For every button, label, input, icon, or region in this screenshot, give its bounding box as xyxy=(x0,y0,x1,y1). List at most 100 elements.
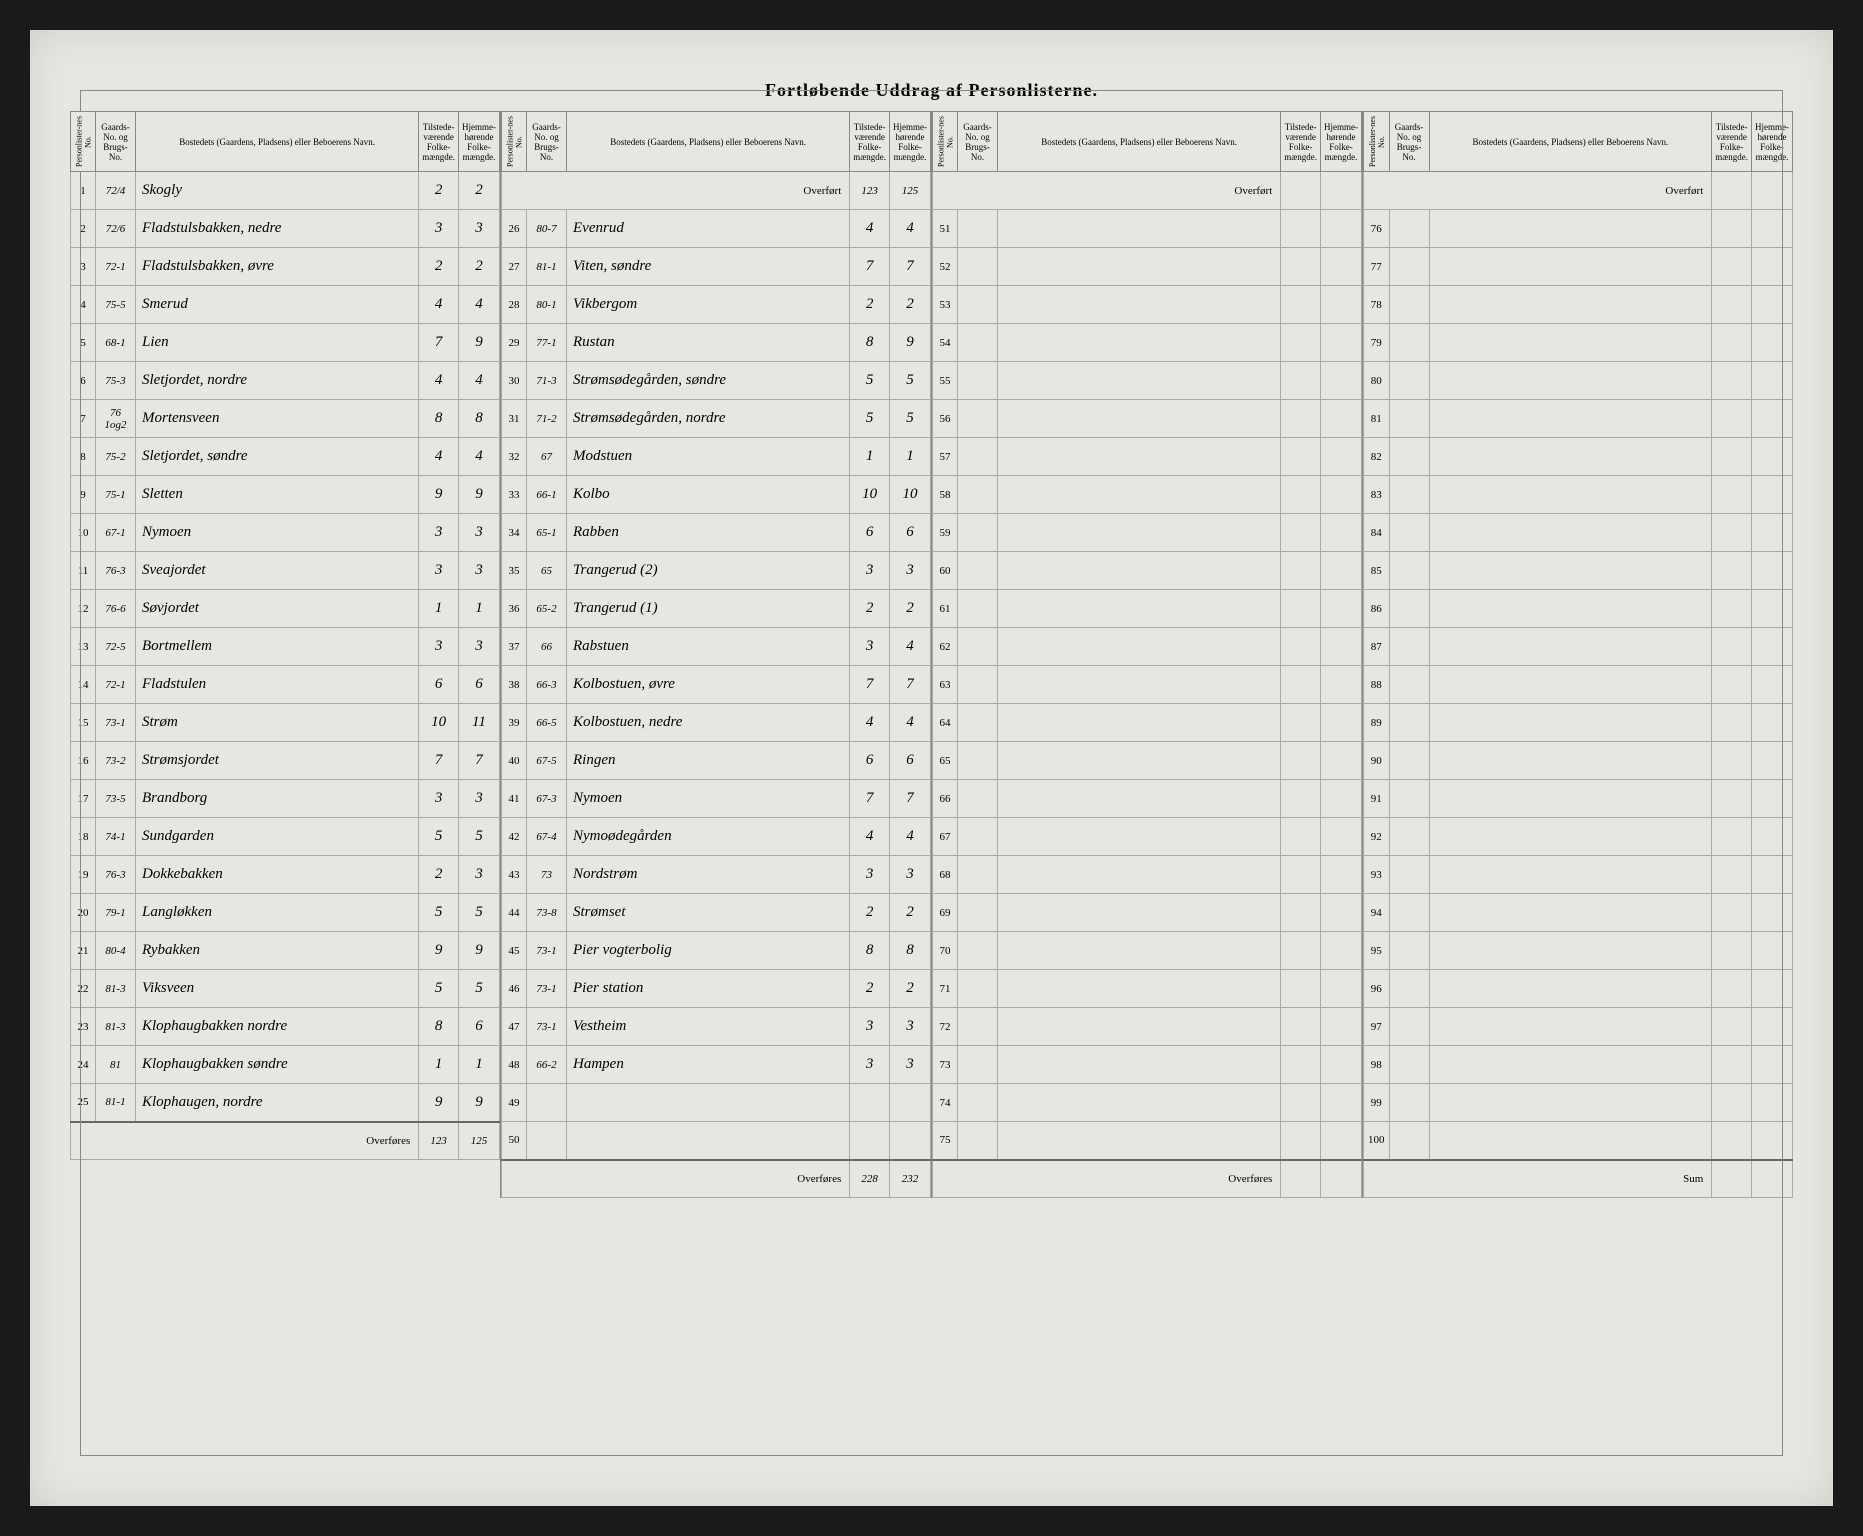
tilstede-count xyxy=(1712,628,1752,666)
tilstede-count xyxy=(1712,476,1752,514)
col-gaards: Gaards-No. og Brugs-No. xyxy=(1389,112,1429,172)
table-row: 4673-1Pier station22 xyxy=(502,970,931,1008)
hjemme-count: 3 xyxy=(459,628,500,666)
table-row: 80 xyxy=(1364,362,1793,400)
tilstede-count: 4 xyxy=(850,818,890,856)
hjemme-count: 5 xyxy=(459,818,500,856)
gaard-number xyxy=(958,932,998,970)
row-number: 97 xyxy=(1364,1008,1390,1046)
hjemme-count: 11 xyxy=(459,704,500,742)
hjemme-count: 3 xyxy=(459,552,500,590)
tilstede-count: 9 xyxy=(419,932,459,970)
tilstede-count xyxy=(1712,286,1752,324)
bosted-name: Rustan xyxy=(567,324,850,362)
bosted-name xyxy=(1429,590,1712,628)
row-number: 34 xyxy=(502,514,527,552)
tilstede-count: 9 xyxy=(419,1084,459,1122)
row-number: 83 xyxy=(1364,476,1390,514)
row-number: 15 xyxy=(71,704,96,742)
tilstede-count: 1 xyxy=(850,438,890,476)
row-number: 75 xyxy=(933,1122,958,1160)
tilstede-count xyxy=(1281,894,1321,932)
tilstede-count: 3 xyxy=(419,210,459,248)
bosted-name xyxy=(998,1046,1281,1084)
tilstede-count xyxy=(1281,400,1321,438)
bosted-name xyxy=(1429,476,1712,514)
col-personlister: Personlister-nes No. xyxy=(1364,112,1390,172)
row-number: 43 xyxy=(502,856,527,894)
col-gaards: Gaards-No. og Brugs-No. xyxy=(958,112,998,172)
row-number: 21 xyxy=(71,932,96,970)
table-row: 83 xyxy=(1364,476,1793,514)
table-row: 98 xyxy=(1364,1046,1793,1084)
ledger-table-1: Personlister-nes No. Gaards-No. og Brugs… xyxy=(70,111,500,1160)
row-number: 4 xyxy=(71,286,96,324)
hjemme-count: 2 xyxy=(890,286,931,324)
table-row: 99 xyxy=(1364,1084,1793,1122)
row-number: 40 xyxy=(502,742,527,780)
gaard-number: 67-3 xyxy=(527,780,567,818)
table-row: 2977-1Rustan89 xyxy=(502,324,931,362)
tilstede-count xyxy=(1712,1084,1752,1122)
gaard-number: 66-1 xyxy=(527,476,567,514)
hjemme-count xyxy=(1321,932,1362,970)
row-number: 48 xyxy=(502,1046,527,1084)
tilstede-count xyxy=(1281,628,1321,666)
col-tilstede: Tilstede-værende Folke-mængde. xyxy=(850,112,890,172)
hjemme-count xyxy=(1321,1008,1362,1046)
gaard-number xyxy=(1389,1046,1429,1084)
bosted-name: Nymoen xyxy=(567,780,850,818)
hjemme-count: 4 xyxy=(890,628,931,666)
hjemme-count: 9 xyxy=(459,932,500,970)
table-row: 1067-1Nymoen33 xyxy=(71,514,500,552)
row-number: 77 xyxy=(1364,248,1390,286)
gaard-number xyxy=(958,476,998,514)
row-number: 3 xyxy=(71,248,96,286)
tilstede-count: 3 xyxy=(850,552,890,590)
tilstede-count xyxy=(1712,552,1752,590)
tilstede-count xyxy=(1712,438,1752,476)
row-number: 66 xyxy=(933,780,958,818)
table-row: 59 xyxy=(933,514,1362,552)
table-row: 4773-1Vestheim33 xyxy=(502,1008,931,1046)
hjemme-count xyxy=(1321,970,1362,1008)
bosted-name: Rybakken xyxy=(136,932,419,970)
table-row: 81 xyxy=(1364,400,1793,438)
tilstede-count xyxy=(1712,666,1752,704)
row-number: 45 xyxy=(502,932,527,970)
row-number: 5 xyxy=(71,324,96,362)
row-number: 89 xyxy=(1364,704,1390,742)
table-row: 97 xyxy=(1364,1008,1793,1046)
hjemme-count xyxy=(1752,1008,1793,1046)
row-number: 17 xyxy=(71,780,96,818)
row-number: 2 xyxy=(71,210,96,248)
gaard-number: 77-1 xyxy=(527,324,567,362)
gaard-number xyxy=(1389,400,1429,438)
tilstede-count xyxy=(1281,362,1321,400)
hjemme-count xyxy=(1752,628,1793,666)
col-personlister: Personlister-nes No. xyxy=(502,112,527,172)
gaard-number: 81-3 xyxy=(96,970,136,1008)
bosted-name xyxy=(998,400,1281,438)
table-row: 4866-2Hampen33 xyxy=(502,1046,931,1084)
hjemme-count: 6 xyxy=(459,666,500,704)
bosted-name: Trangerud (2) xyxy=(567,552,850,590)
table-row: 1372-5Bortmellem33 xyxy=(71,628,500,666)
tilstede-count xyxy=(1712,324,1752,362)
table-row: 88 xyxy=(1364,666,1793,704)
row-number: 86 xyxy=(1364,590,1390,628)
tilstede-count: 10 xyxy=(419,704,459,742)
hjemme-count xyxy=(1752,818,1793,856)
bosted-name xyxy=(1429,856,1712,894)
tilstede-count xyxy=(1712,932,1752,970)
hjemme-count: 7 xyxy=(459,742,500,780)
table-row: 57 xyxy=(933,438,1362,476)
gaard-number: 75-2 xyxy=(96,438,136,476)
row-number: 56 xyxy=(933,400,958,438)
gaard-number xyxy=(958,286,998,324)
bosted-name xyxy=(998,932,1281,970)
hjemme-count: 4 xyxy=(890,818,931,856)
row-number: 52 xyxy=(933,248,958,286)
table-row: 3866-3Kolbostuen, øvre77 xyxy=(502,666,931,704)
tilstede-count: 2 xyxy=(419,172,459,210)
